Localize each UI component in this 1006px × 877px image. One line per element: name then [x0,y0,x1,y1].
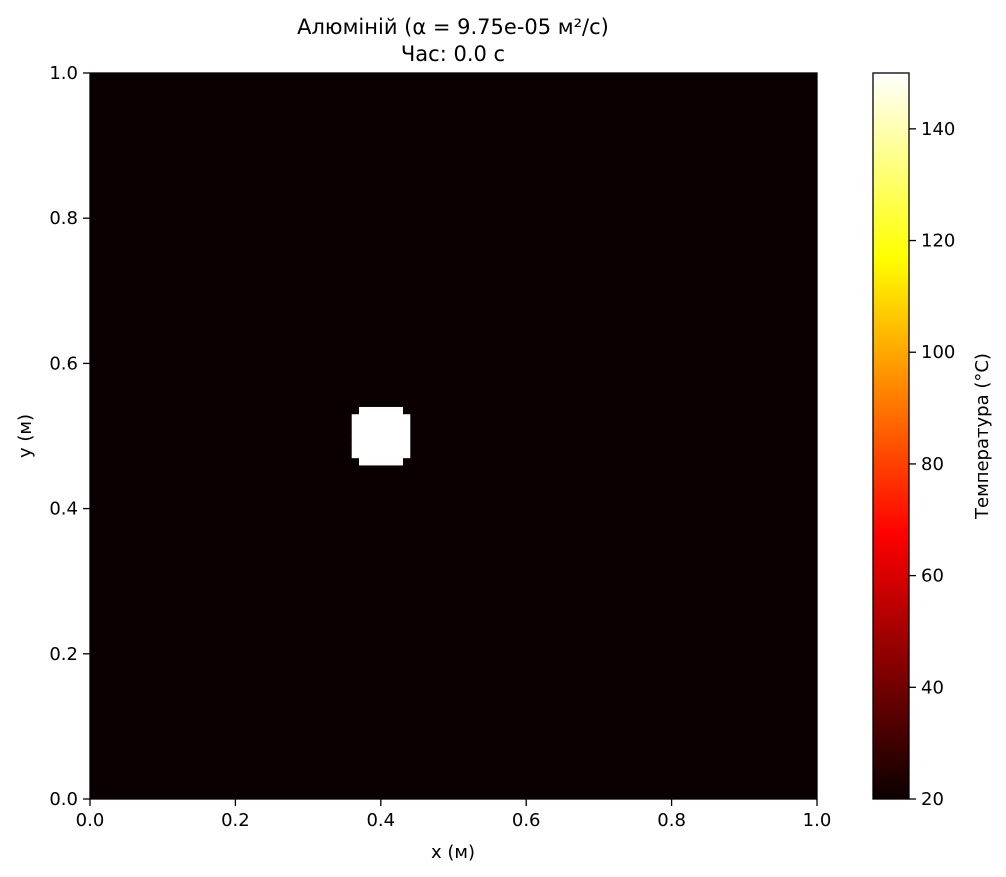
heatmap-background [90,73,817,799]
hot-cell [358,421,367,430]
y-tick-label: 1.0 [49,63,78,84]
hot-cell [373,457,382,466]
y-axis-ticks: 0.0 0.2 0.4 0.6 0.8 1.0 [49,63,90,810]
hot-cell [402,436,411,444]
hot-spot [351,406,411,466]
colorbar-tick-label: 100 [921,342,955,363]
hot-cell [380,414,389,422]
hot-cell [388,450,396,459]
hot-cell [395,421,404,430]
hot-cell [351,421,360,430]
chart-title-line2: Час: 0.0 с [401,42,505,66]
colorbar-tick-label: 60 [921,566,944,587]
hot-cell [388,421,396,430]
hot-cell [395,414,404,422]
colorbar-tick-label: 20 [921,789,944,810]
hot-cell [402,443,411,451]
hot-cell [380,457,389,466]
hot-cell [358,450,367,459]
hot-cell [373,428,382,437]
hot-cell [380,443,389,451]
hot-cell [351,443,360,451]
colorbar-tick-label: 120 [921,231,955,252]
hot-cell [358,457,367,466]
hot-cell [366,421,374,430]
hot-cell [402,421,411,430]
hot-cell [380,428,389,437]
x-axis-label: x (м) [431,842,475,863]
chart-title-line1: Алюміній (α = 9.75e-05 м²/с) [297,15,609,39]
hot-cell [366,443,374,451]
hot-cell [358,428,367,437]
hot-cell [380,406,389,415]
x-tick-label: 0.2 [221,810,250,831]
colorbar-tick-label: 80 [921,454,944,475]
hot-cell [395,406,404,415]
x-tick-label: 0.8 [657,810,686,831]
y-tick-label: 0.6 [49,353,78,374]
hot-cell [358,436,367,444]
hot-cell [351,428,360,437]
colorbar-tick-label: 140 [921,119,955,140]
hot-cell [395,450,404,459]
hot-cell [388,436,396,444]
hot-cell [373,450,382,459]
x-axis-ticks: 0.0 0.2 0.4 0.6 0.8 1.0 [76,799,832,831]
hot-cell [402,450,411,459]
hot-cell [373,421,382,430]
y-tick-label: 0.4 [49,499,78,520]
y-axis-label: y (м) [15,414,36,458]
hot-cell [366,428,374,437]
colorbar [872,72,910,800]
hot-cell [351,450,360,459]
hot-cell [380,421,389,430]
hot-cell [388,414,396,422]
hot-cell [388,428,396,437]
y-tick-label: 0.2 [49,644,78,665]
hot-cell [402,428,411,437]
hot-cell [358,414,367,422]
hot-cell [373,414,382,422]
hot-cell [358,443,367,451]
hot-cell [351,436,360,444]
hot-cell [395,436,404,444]
hot-cell [395,428,404,437]
colorbar-ticks: 20 40 60 80 100 120 140 [909,119,955,810]
plot-frame [89,72,818,800]
y-tick-label: 0.8 [49,208,78,229]
hot-cell [373,443,382,451]
x-tick-label: 0.0 [76,810,105,831]
hot-cell [366,414,374,422]
hot-cell [395,457,404,466]
hot-cell [388,406,396,415]
hot-cell [358,406,367,415]
y-tick-label: 0.0 [49,789,78,810]
hot-cell [388,443,396,451]
x-tick-label: 0.4 [366,810,395,831]
x-tick-label: 1.0 [803,810,832,831]
hot-cell [373,436,382,444]
hot-cell [366,450,374,459]
hot-cell [366,457,374,466]
hot-cell [388,457,396,466]
hot-cell [366,436,374,444]
x-tick-label: 0.6 [512,810,541,831]
colorbar-label: Температура (°C) [972,353,993,520]
hot-cell [395,443,404,451]
hot-cell [366,406,374,415]
hot-cell [380,450,389,459]
hot-cell [402,414,411,422]
hot-cell [380,436,389,444]
hot-cell [351,414,360,422]
colorbar-tick-label: 40 [921,677,944,698]
hot-cell [373,406,382,415]
